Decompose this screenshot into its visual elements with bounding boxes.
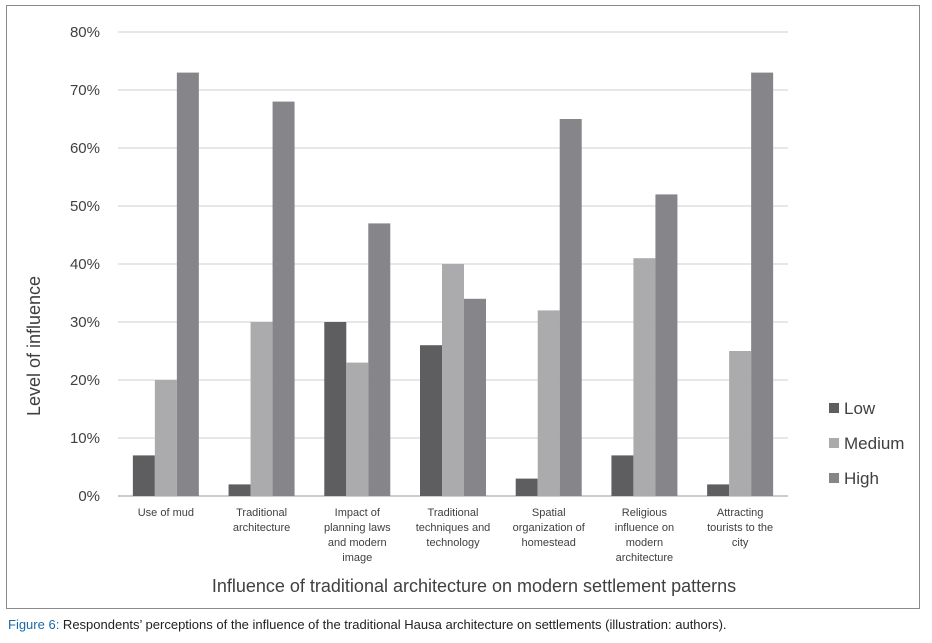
- bar-high: [176, 72, 199, 496]
- bar-medium: [154, 380, 177, 496]
- legend-swatch-high: [829, 473, 839, 483]
- bar-medium: [537, 310, 560, 496]
- legend-label-medium: Medium: [844, 434, 904, 453]
- y-tick-label: 50%: [70, 198, 100, 215]
- bar-medium: [250, 322, 273, 496]
- legend-label-high: High: [844, 469, 879, 488]
- x-axis-categories: Use of mud Traditional architecture Impact …: [138, 507, 773, 564]
- bar-high: [368, 223, 391, 496]
- bar-low: [611, 455, 634, 496]
- y-tick-label: 30%: [70, 314, 100, 331]
- y-tick-label: 0%: [78, 488, 100, 505]
- bar-low: [420, 345, 442, 496]
- x-category-label: Traditional techniques and technology: [416, 507, 491, 549]
- bar-low: [707, 484, 730, 496]
- x-category-label: Use of mud: [138, 507, 194, 519]
- bar-medium: [346, 362, 369, 496]
- caption-text: Respondents’ perceptions of the influenc…: [59, 617, 727, 632]
- bars: [132, 72, 774, 496]
- legend: Low Medium High: [829, 399, 904, 488]
- bar-high: [655, 194, 678, 496]
- y-tick-label: 40%: [70, 256, 100, 273]
- chart-frame: [6, 5, 920, 609]
- x-category-label: Religious influence on modern architecture: [615, 507, 674, 564]
- bar-high: [559, 119, 582, 496]
- x-category-label: Spatial organization of homestead: [513, 507, 586, 549]
- legend-swatch-low: [829, 403, 839, 413]
- bar-chart: 0% 10% 20% 30% 40% 50% 60% 70% 80% Use of mud Tra…: [24, 24, 904, 596]
- bar-medium: [442, 264, 464, 496]
- bar-low: [132, 455, 155, 496]
- y-tick-label: 60%: [70, 140, 100, 157]
- bar-high: [272, 101, 295, 496]
- x-category-label: Traditional architecture: [233, 507, 290, 534]
- x-category-label: Attracting tourists to the city: [707, 507, 773, 549]
- x-category-label: Impact of planning laws and modern image: [324, 507, 391, 564]
- x-axis-title: Influence of traditional architecture on…: [212, 576, 736, 596]
- bar-high: [464, 298, 486, 496]
- bar-low: [324, 322, 347, 496]
- y-axis-ticks: 0% 10% 20% 30% 40% 50% 60% 70% 80%: [70, 24, 100, 505]
- bar-medium: [633, 258, 656, 496]
- y-tick-label: 10%: [70, 430, 100, 447]
- bar-medium: [729, 351, 752, 496]
- y-tick-label: 80%: [70, 24, 100, 41]
- y-tick-label: 20%: [70, 372, 100, 389]
- y-axis-title: Level of influence: [24, 276, 44, 416]
- bar-low: [515, 478, 538, 496]
- y-tick-label: 70%: [70, 82, 100, 99]
- bar-high: [751, 72, 774, 496]
- caption-label: Figure 6:: [8, 617, 60, 632]
- bar-low: [228, 484, 251, 496]
- legend-swatch-medium: [829, 438, 839, 448]
- figure-caption: Figure 6: Respondents’ perceptions of th…: [8, 617, 924, 632]
- legend-label-low: Low: [844, 399, 876, 418]
